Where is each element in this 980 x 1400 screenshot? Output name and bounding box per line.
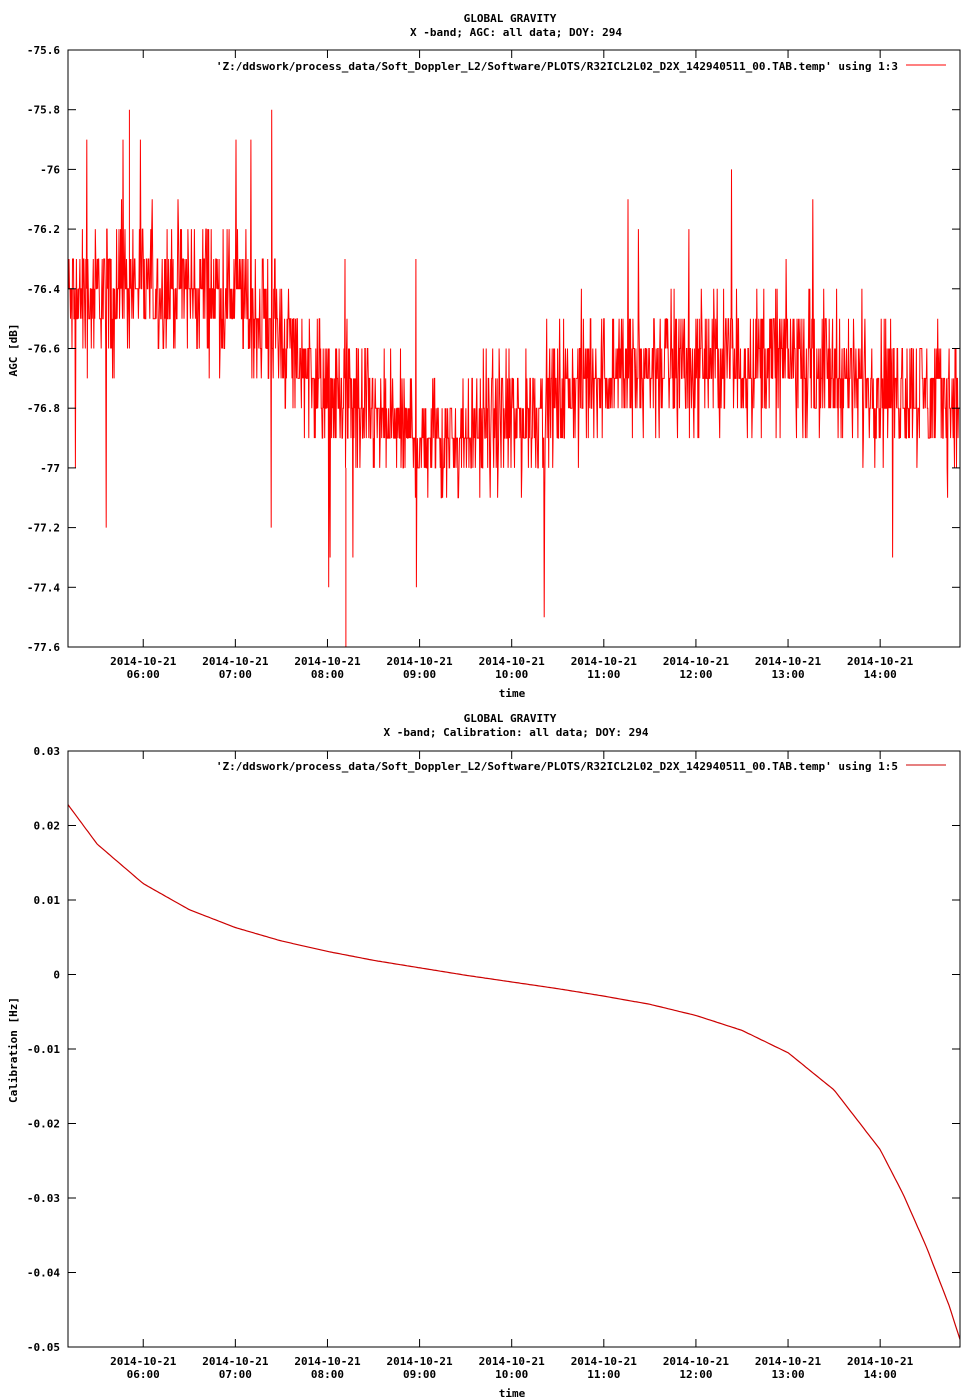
x-tick-label: 10:00 — [495, 1368, 528, 1381]
x-ticks: 2014-10-2106:002014-10-2107:002014-10-21… — [110, 751, 914, 1381]
chart-subtitle: X -band; Calibration: all data; DOY: 294 — [384, 726, 649, 739]
y-tick-label: -77.6 — [27, 641, 60, 654]
x-tick-label: 11:00 — [587, 1368, 620, 1381]
y-tick-label: -0.01 — [27, 1043, 60, 1056]
x-tick-label: 10:00 — [495, 668, 528, 681]
x-tick-label: 07:00 — [219, 1368, 252, 1381]
x-tick-label: 06:00 — [127, 1368, 160, 1381]
y-tick-label: -0.04 — [27, 1267, 60, 1280]
agc-chart: GLOBAL GRAVITY X -band; AGC: all data; D… — [7, 12, 961, 700]
y-tick-label: -77.4 — [27, 581, 60, 594]
x-tick-label: 2014-10-21 — [571, 655, 638, 668]
x-tick-label: 12:00 — [679, 668, 712, 681]
x-tick-label: 2014-10-21 — [663, 655, 730, 668]
y-tick-label: 0.02 — [34, 820, 61, 833]
x-tick-label: 2014-10-21 — [110, 1355, 177, 1368]
y-tick-label: -76.2 — [27, 223, 60, 236]
x-tick-label: 2014-10-21 — [755, 655, 822, 668]
y-tick-label: -76.4 — [27, 283, 60, 296]
legend: 'Z:/ddswork/process_data/Soft_Doppler_L2… — [216, 60, 946, 73]
x-tick-label: 09:00 — [403, 668, 436, 681]
x-tick-label: 2014-10-21 — [571, 1355, 638, 1368]
calibration-chart: GLOBAL GRAVITY X -band; Calibration: all… — [7, 712, 961, 1400]
x-tick-label: 2014-10-21 — [294, 1355, 361, 1368]
data-layer — [68, 109, 960, 647]
x-tick-label: 14:00 — [864, 1368, 897, 1381]
chart-title: GLOBAL GRAVITY — [464, 12, 557, 25]
x-tick-label: 13:00 — [771, 668, 804, 681]
x-tick-label: 2014-10-21 — [755, 1355, 822, 1368]
y-tick-label: -77 — [40, 462, 60, 475]
y-tick-label: -75.6 — [27, 44, 60, 57]
y-tick-label: -0.05 — [27, 1341, 60, 1354]
data-layer — [67, 804, 961, 1340]
x-tick-label: 2014-10-21 — [294, 655, 361, 668]
series-line — [67, 804, 961, 1340]
x-tick-label: 2014-10-21 — [847, 655, 914, 668]
x-tick-label: 2014-10-21 — [202, 1355, 269, 1368]
x-tick-label: 2014-10-21 — [663, 1355, 730, 1368]
x-tick-label: 12:00 — [679, 1368, 712, 1381]
y-ticks: -75.6 -75.8 -76 -76.2 -76.4 -76.6 -76.8 -77 -77.… — [27, 44, 960, 654]
legend: 'Z:/ddswork/process_data/Soft_Doppler_L2… — [216, 760, 946, 773]
y-ticks: 0.03 0.02 0.01 0 -0.01 -0.02 -0.03 -0.04 -0.05 — [27, 745, 960, 1354]
x-axis-label: time — [499, 687, 526, 700]
series-line — [68, 109, 960, 618]
y-tick-label: -75.8 — [27, 104, 60, 117]
x-tick-label: 2014-10-21 — [386, 655, 453, 668]
y-tick-label: 0.01 — [34, 894, 61, 907]
chart-subtitle: X -band; AGC: all data; DOY: 294 — [410, 26, 622, 39]
y-tick-label: -76 — [40, 163, 60, 176]
y-tick-label: 0 — [53, 969, 60, 982]
x-tick-label: 08:00 — [311, 668, 344, 681]
x-tick-label: 11:00 — [587, 668, 620, 681]
y-tick-label: -76.8 — [27, 402, 60, 415]
x-tick-label: 2014-10-21 — [386, 1355, 453, 1368]
y-tick-label: 0.03 — [34, 745, 61, 758]
legend-label: 'Z:/ddswork/process_data/Soft_Doppler_L2… — [216, 760, 898, 773]
x-tick-label: 07:00 — [219, 668, 252, 681]
x-ticks: 2014-10-2106:002014-10-2107:002014-10-21… — [110, 50, 914, 681]
chart-title: GLOBAL GRAVITY — [464, 712, 557, 725]
plot-frame — [67, 49, 961, 648]
x-tick-label: 08:00 — [311, 1368, 344, 1381]
x-tick-label: 13:00 — [771, 1368, 804, 1381]
y-axis-label: Calibration [Hz] — [7, 997, 20, 1103]
y-tick-label: -77.2 — [27, 522, 60, 535]
x-tick-label: 14:00 — [864, 668, 897, 681]
x-tick-label: 2014-10-21 — [847, 1355, 914, 1368]
x-tick-label: 2014-10-21 — [110, 655, 177, 668]
y-axis-label: AGC [dB] — [7, 324, 20, 377]
x-tick-label: 06:00 — [127, 668, 160, 681]
y-tick-label: -0.03 — [27, 1192, 60, 1205]
y-tick-label: -0.02 — [27, 1118, 60, 1131]
y-tick-label: -76.6 — [27, 343, 60, 356]
x-tick-label: 2014-10-21 — [202, 655, 269, 668]
x-axis-label: time — [499, 1387, 526, 1400]
legend-label: 'Z:/ddswork/process_data/Soft_Doppler_L2… — [216, 60, 898, 73]
plot-frame — [67, 750, 961, 1348]
x-tick-label: 2014-10-21 — [479, 1355, 546, 1368]
x-tick-label: 2014-10-21 — [479, 655, 546, 668]
x-tick-label: 09:00 — [403, 1368, 436, 1381]
